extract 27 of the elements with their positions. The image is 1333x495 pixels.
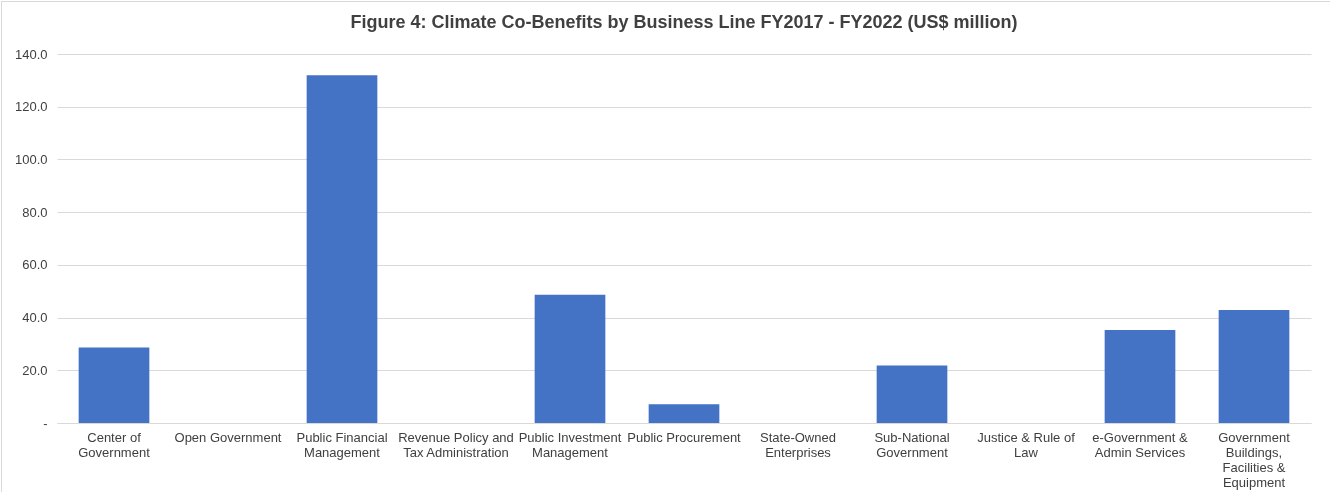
bar — [534, 294, 606, 423]
chart-title: Figure 4: Climate Co-Benefits by Business Line FY2017 - FY2022 (US$ million) — [350, 12, 1018, 32]
y-tick-label: 80.0 — [22, 204, 48, 220]
bar — [1104, 329, 1176, 423]
x-tick-label: e-Government & Admin Services — [1092, 429, 1189, 460]
bar — [1218, 309, 1290, 423]
x-tick-label: Center of Government — [78, 429, 151, 460]
bar — [876, 365, 948, 423]
x-tick-label: Sub-National Government — [874, 429, 950, 460]
x-tick-label: Public Financial Management — [296, 429, 388, 460]
x-tick-label: Open Government — [174, 429, 282, 445]
x-tick-label: Justice & Rule of Law — [977, 429, 1076, 460]
bar — [648, 404, 720, 423]
bar — [306, 75, 378, 423]
y-tick-label: 40.0 — [22, 310, 48, 326]
x-tick-label: Public Investment Management — [518, 429, 622, 460]
y-tick-label: 20.0 — [22, 362, 48, 378]
bar — [78, 347, 150, 423]
x-tick-label: Government Buildings, Facilities & Equipment — [1218, 429, 1291, 490]
y-tick-label: 140.0 — [14, 46, 48, 62]
x-tick-label: Public Procurement — [627, 429, 742, 445]
y-tick-label: 120.0 — [14, 99, 48, 115]
x-tick-label: State-Owned Enterprises — [760, 429, 836, 460]
x-tick-label: Revenue Policy and Tax Administration — [398, 429, 514, 460]
y-tick-label: - — [43, 415, 48, 431]
y-tick-label: 100.0 — [14, 151, 48, 167]
y-tick-label: 60.0 — [22, 257, 48, 273]
